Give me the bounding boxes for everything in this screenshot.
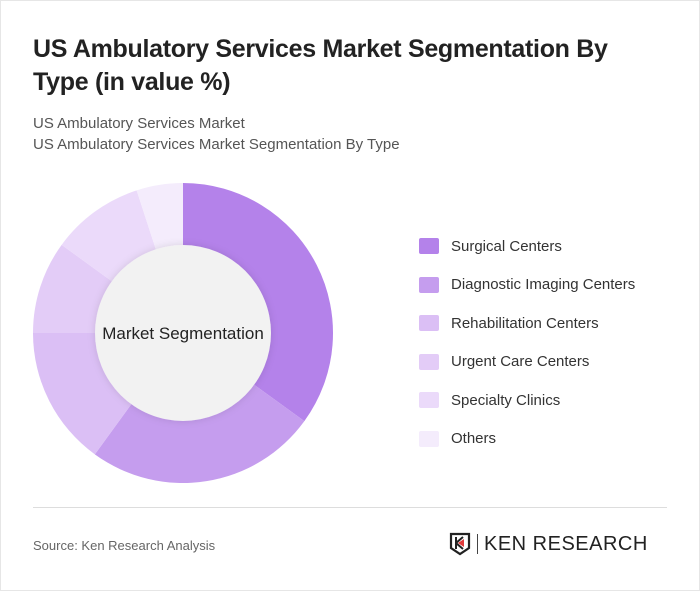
- donut-center: [95, 245, 271, 421]
- divider: [33, 507, 667, 508]
- legend-swatch: [419, 276, 439, 293]
- legend-item: Rehabilitation Centers: [419, 304, 635, 343]
- legend-swatch: [419, 392, 439, 409]
- legend-label: Specialty Clinics: [451, 391, 561, 409]
- legend-label: Others: [451, 430, 497, 448]
- chart-title: US Ambulatory Services Market Segmentati…: [33, 35, 608, 96]
- legend-item: Others: [419, 420, 635, 459]
- center-label: Market Segmentation: [102, 324, 264, 343]
- legend-swatch: [419, 353, 439, 370]
- source-text: Source: Ken Research Analysis: [33, 538, 216, 553]
- legend: Surgical Centers Diagnostic Imaging Cente…: [419, 227, 635, 458]
- legend-swatch: [419, 238, 439, 255]
- legend-item: Urgent Care Centers: [419, 343, 635, 382]
- legend-item: Surgical Centers: [419, 227, 635, 266]
- logo-icon: [449, 532, 471, 556]
- subtitle-segmentation: US Ambulatory Services Market Segmentati…: [33, 136, 400, 153]
- subtitle-market: US Ambulatory Services Market: [33, 115, 245, 132]
- legend-label: Diagnostic Imaging Centers: [451, 276, 636, 294]
- legend-label: Surgical Centers: [451, 237, 562, 255]
- legend-swatch: [419, 315, 439, 332]
- legend-swatch: [419, 430, 439, 447]
- ken-research-logo: KEN RESEARCH: [449, 532, 648, 556]
- legend-label: Urgent Care Centers: [451, 353, 590, 371]
- legend-label: Rehabilitation Centers: [451, 314, 599, 332]
- legend-item: Diagnostic Imaging Centers: [419, 266, 635, 305]
- logo-separator: [477, 534, 478, 554]
- legend-item: Specialty Clinics: [419, 381, 635, 420]
- logo-text: KEN RESEARCH: [484, 532, 648, 555]
